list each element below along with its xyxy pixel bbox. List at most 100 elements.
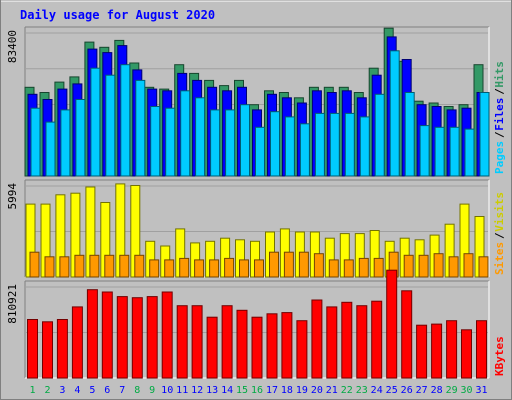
x-tick-label-day-31: 31 — [475, 385, 487, 396]
bar-pages-day-30 — [464, 128, 475, 177]
legend-separator: / — [493, 232, 506, 239]
x-tick-label-day-2: 2 — [44, 385, 50, 396]
bar-sites-day-28 — [433, 253, 444, 278]
bar-kbytes-day-30 — [461, 329, 472, 379]
x-tick-label-day-1: 1 — [29, 385, 35, 396]
x-tick-label-day-9: 9 — [149, 385, 155, 396]
panel-visits-sites-legend-sites: Sites — [493, 242, 506, 275]
bar-sites-day-26 — [403, 254, 414, 278]
bar-sites-day-2 — [44, 256, 55, 278]
bar-sites-day-6 — [104, 254, 115, 278]
bar-pages-day-18 — [284, 116, 295, 177]
bar-sites-day-16 — [254, 259, 264, 278]
x-tick-label-day-8: 8 — [134, 385, 140, 396]
panel-kbytes-legend-kbytes: KBytes — [493, 336, 506, 376]
bar-kbytes-day-16 — [251, 316, 263, 379]
bar-kbytes-day-29 — [446, 320, 458, 379]
bar-kbytes-day-4 — [71, 306, 83, 379]
bar-pages-day-29 — [449, 126, 460, 177]
bar-kbytes-day-31 — [476, 320, 487, 379]
bar-pages-day-10 — [165, 107, 176, 177]
x-tick-label-day-16: 16 — [251, 385, 263, 396]
bar-kbytes-day-10 — [161, 291, 173, 379]
bar-sites-day-21 — [328, 259, 339, 278]
x-tick-label-day-10: 10 — [161, 385, 173, 396]
bar-kbytes-day-5 — [86, 289, 98, 379]
bar-kbytes-day-7 — [116, 296, 128, 379]
panel-hits-files-pages-legend-pages: Pages — [493, 141, 506, 174]
bar-pages-day-19 — [299, 123, 310, 177]
panel-kbytes-ymax-label: 810921 — [6, 284, 19, 324]
bar-sites-day-7 — [119, 254, 130, 278]
bar-pages-day-3 — [60, 109, 71, 177]
x-tick-label-day-21: 21 — [326, 385, 338, 396]
bar-pages-day-21 — [329, 112, 340, 177]
bar-sites-day-11 — [179, 257, 190, 278]
bar-sites-day-5 — [89, 254, 100, 278]
bar-pages-day-8 — [135, 79, 146, 177]
x-tick-label-day-11: 11 — [176, 385, 188, 396]
bar-kbytes-day-22 — [341, 301, 353, 379]
x-tick-label-day-24: 24 — [371, 385, 383, 396]
bar-pages-day-6 — [105, 74, 116, 177]
x-tick-label-day-27: 27 — [416, 385, 428, 396]
bar-sites-day-13 — [209, 259, 220, 278]
bar-pages-day-22 — [344, 112, 355, 177]
chart-title: Daily usage for August 2020 — [20, 8, 215, 22]
x-tick-label-day-14: 14 — [221, 385, 233, 396]
x-tick-label-day-17: 17 — [266, 385, 278, 396]
bar-kbytes-day-11 — [176, 305, 188, 379]
bar-kbytes-day-12 — [191, 305, 203, 379]
bar-pages-day-24 — [374, 93, 385, 177]
x-tick-label-day-6: 6 — [104, 385, 110, 396]
panel-visits-sites-legend-visits: Visits — [493, 192, 506, 232]
bar-sites-day-23 — [358, 257, 369, 278]
x-tick-label-day-18: 18 — [281, 385, 293, 396]
x-tick-label-day-5: 5 — [89, 385, 95, 396]
bar-pages-day-12 — [195, 97, 206, 177]
x-tick-label-day-19: 19 — [296, 385, 308, 396]
bar-sites-day-15 — [239, 259, 249, 278]
bar-pages-day-15 — [240, 104, 250, 177]
bar-pages-day-14 — [225, 109, 236, 177]
x-tick-label-day-26: 26 — [401, 385, 413, 396]
bar-kbytes-day-26 — [401, 290, 413, 379]
x-tick-label-day-13: 13 — [206, 385, 218, 396]
panel-hits-files-pages-legend-hits: Hits — [493, 61, 506, 88]
bar-sites-day-29 — [448, 256, 459, 278]
bar-sites-day-24 — [373, 257, 384, 278]
legend-separator: / — [493, 88, 506, 95]
bar-sites-day-10 — [164, 259, 175, 278]
bar-pages-day-7 — [120, 64, 131, 177]
bar-kbytes-day-27 — [416, 324, 428, 379]
x-tick-label-day-25: 25 — [386, 385, 398, 396]
bar-sites-day-18 — [283, 251, 294, 278]
bar-pages-day-26 — [404, 92, 415, 177]
bar-sites-day-1 — [29, 251, 40, 278]
bar-pages-day-11 — [180, 90, 191, 177]
bar-kbytes-day-17 — [266, 313, 278, 379]
bar-pages-day-23 — [359, 116, 370, 177]
bar-pages-day-2 — [45, 121, 56, 177]
x-tick-label-day-23: 23 — [356, 385, 368, 396]
x-tick-label-day-12: 12 — [191, 385, 203, 396]
bar-kbytes-day-6 — [101, 291, 113, 379]
bar-pages-day-31 — [479, 92, 490, 177]
bar-pages-day-4 — [75, 99, 86, 177]
bar-kbytes-day-21 — [326, 306, 338, 379]
x-tick-label-day-29: 29 — [446, 385, 458, 396]
bar-kbytes-day-8 — [131, 297, 143, 379]
bar-sites-day-17 — [269, 251, 279, 278]
x-tick-label-day-3: 3 — [59, 385, 65, 396]
bar-kbytes-day-20 — [311, 299, 323, 379]
x-tick-label-day-7: 7 — [119, 385, 125, 396]
panel-hits-files-pages-ymax-label: 83400 — [6, 30, 19, 63]
bar-pages-day-25 — [389, 50, 400, 177]
bar-kbytes-day-28 — [431, 323, 443, 379]
bar-kbytes-day-19 — [296, 320, 308, 379]
bar-sites-day-19 — [298, 251, 309, 278]
bar-pages-day-28 — [434, 126, 445, 177]
bar-kbytes-day-14 — [221, 305, 233, 379]
bar-pages-day-5 — [90, 67, 101, 177]
